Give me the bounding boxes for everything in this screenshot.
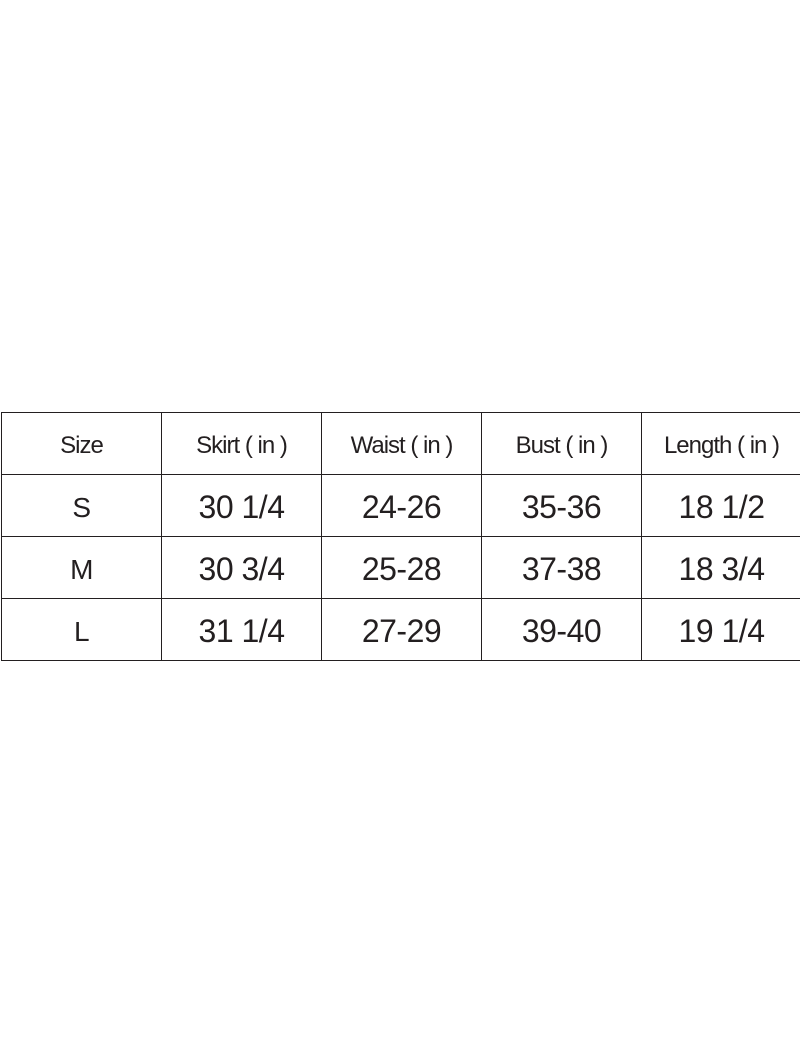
cell-skirt: 31 1/4 [161, 598, 322, 661]
cell-size: L [1, 598, 162, 661]
cell-waist: 25-28 [321, 536, 482, 599]
size-chart-table: Size Skirt ( in ) Waist ( in ) Bust ( in… [1, 412, 800, 661]
header-skirt: Skirt ( in ) [161, 412, 322, 475]
header-size: Size [1, 412, 162, 475]
cell-waist: 24-26 [321, 474, 482, 537]
table-row: M 30 3/4 25-28 37-38 18 3/4 [1, 536, 800, 599]
cell-size: M [1, 536, 162, 599]
table-header-row: Size Skirt ( in ) Waist ( in ) Bust ( in… [1, 412, 800, 475]
cell-length: 18 3/4 [641, 536, 800, 599]
table-row: S 30 1/4 24-26 35-36 18 1/2 [1, 474, 800, 537]
header-bust: Bust ( in ) [481, 412, 642, 475]
cell-bust: 35-36 [481, 474, 642, 537]
cell-bust: 39-40 [481, 598, 642, 661]
cell-bust: 37-38 [481, 536, 642, 599]
cell-skirt: 30 3/4 [161, 536, 322, 599]
cell-waist: 27-29 [321, 598, 482, 661]
table-row: L 31 1/4 27-29 39-40 19 1/4 [1, 598, 800, 661]
cell-skirt: 30 1/4 [161, 474, 322, 537]
cell-size: S [1, 474, 162, 537]
cell-length: 18 1/2 [641, 474, 800, 537]
header-waist: Waist ( in ) [321, 412, 482, 475]
cell-length: 19 1/4 [641, 598, 800, 661]
header-length: Length ( in ) [641, 412, 800, 475]
